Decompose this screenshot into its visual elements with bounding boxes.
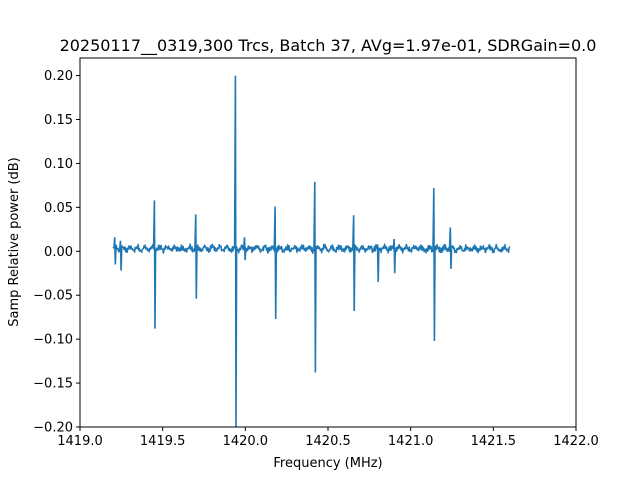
spike [152,200,157,329]
series-layer [112,75,511,427]
x-axis-title: Frequency (MHz) [273,456,382,471]
spike [352,215,356,312]
y-tick-label: −0.05 [33,289,73,304]
y-tick-label: −0.15 [33,377,73,392]
y-tick-label: −0.10 [33,333,73,348]
y-axis: −0.20 −0.15 −0.10 −0.05 0.00 0.05 0.10 0.15 0.20 [33,69,80,436]
spike [118,240,123,271]
spike [194,214,198,299]
spike [313,181,317,373]
spike [273,206,278,319]
x-tick-label: 1422.0 [553,434,599,449]
x-tick-label: 1420.5 [305,434,351,449]
y-tick-label: 0.20 [44,69,73,84]
y-tick-label: 0.00 [44,245,73,260]
y-axis-title: Samp Relative power (dB) [7,157,22,326]
chart-title: 20250117__0319,300 Trcs, Batch 37, AVg=1… [60,36,597,56]
y-tick-label: −0.20 [33,421,73,436]
x-tick-label: 1420.0 [223,434,269,449]
spike [113,237,117,265]
spike [242,237,247,261]
spike [376,245,380,283]
spike [392,238,397,274]
x-tick-label: 1419.5 [140,434,186,449]
spike [432,188,436,341]
spike [233,75,238,427]
spike [448,227,453,269]
x-axis: 1419.0 1419.5 1420.0 1420.5 1421.0 1421.5 1422… [57,427,599,449]
x-tick-label: 1421.5 [471,434,517,449]
y-tick-label: 0.05 [44,201,73,216]
x-tick-label: 1419.0 [57,434,103,449]
x-tick-label: 1421.0 [388,434,434,449]
y-tick-label: 0.15 [44,113,73,128]
y-tick-label: 0.10 [44,157,73,172]
series-line [112,243,511,254]
